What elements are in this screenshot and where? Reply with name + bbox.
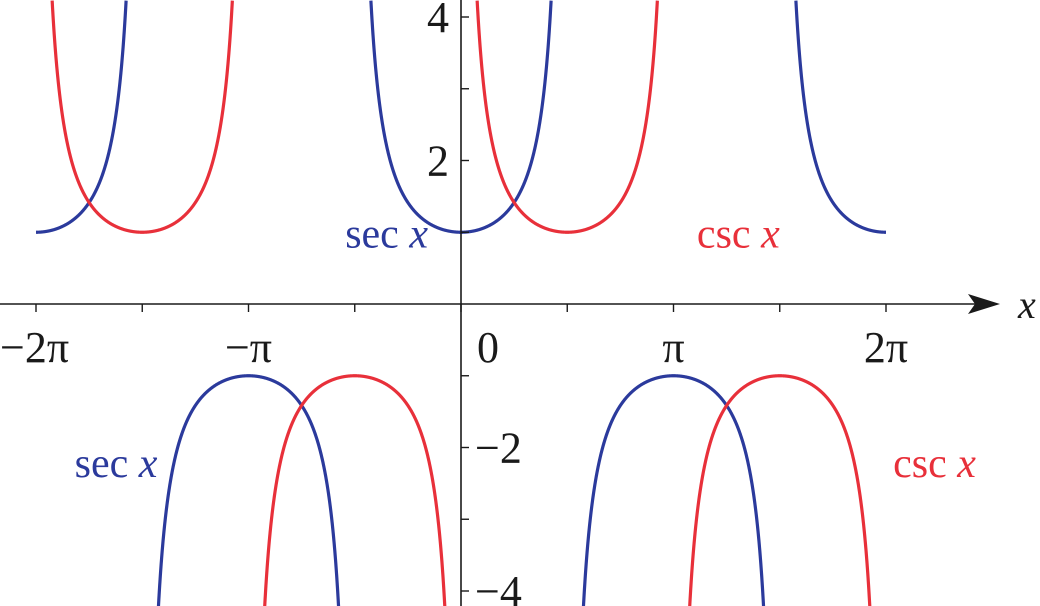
sec-annotation: sec x <box>345 211 428 257</box>
sec-series-branch-1 <box>34 0 128 234</box>
x-axis-label: x <box>1017 282 1036 327</box>
csc-annotation-fn: csc <box>697 211 761 257</box>
x-tick-label: 2π <box>864 323 908 372</box>
csc-annotation-fn: csc <box>893 441 957 487</box>
x-axis-arrowhead <box>968 294 1000 314</box>
x-tick-label: −2π <box>0 323 69 372</box>
axes-layer <box>0 0 1000 606</box>
sec-annotation-var: x <box>138 441 158 487</box>
sec-series-branch-4 <box>581 374 766 606</box>
sec-annotation-fn: sec <box>345 211 409 257</box>
y-tick-label: −4 <box>475 567 522 606</box>
y-tick-label: 2 <box>427 137 449 186</box>
csc-series-branch-1 <box>50 0 234 234</box>
csc-annotation: csc x <box>893 441 976 487</box>
x-tick-label: π <box>662 323 684 372</box>
sec-series-branch-5 <box>794 0 888 234</box>
csc-annotation: csc x <box>697 211 780 257</box>
y-tick-label: 4 <box>427 0 449 42</box>
y-tick-label: −2 <box>475 424 522 473</box>
csc-series-branch-4 <box>688 374 872 606</box>
sec-annotation-var: x <box>408 211 428 257</box>
x-tick-label: −π <box>225 323 272 372</box>
csc-annotation-var: x <box>760 211 780 257</box>
sec-series-branch-2 <box>156 374 341 606</box>
sec-annotation-fn: sec <box>75 441 139 487</box>
csc-series-branch-2 <box>263 374 447 606</box>
curves-layer <box>34 0 888 606</box>
sec-annotation: sec x <box>75 441 158 487</box>
csc-series-branch-3 <box>475 0 659 234</box>
x-tick-label: 0 <box>477 323 499 372</box>
csc-annotation-var: x <box>956 441 976 487</box>
